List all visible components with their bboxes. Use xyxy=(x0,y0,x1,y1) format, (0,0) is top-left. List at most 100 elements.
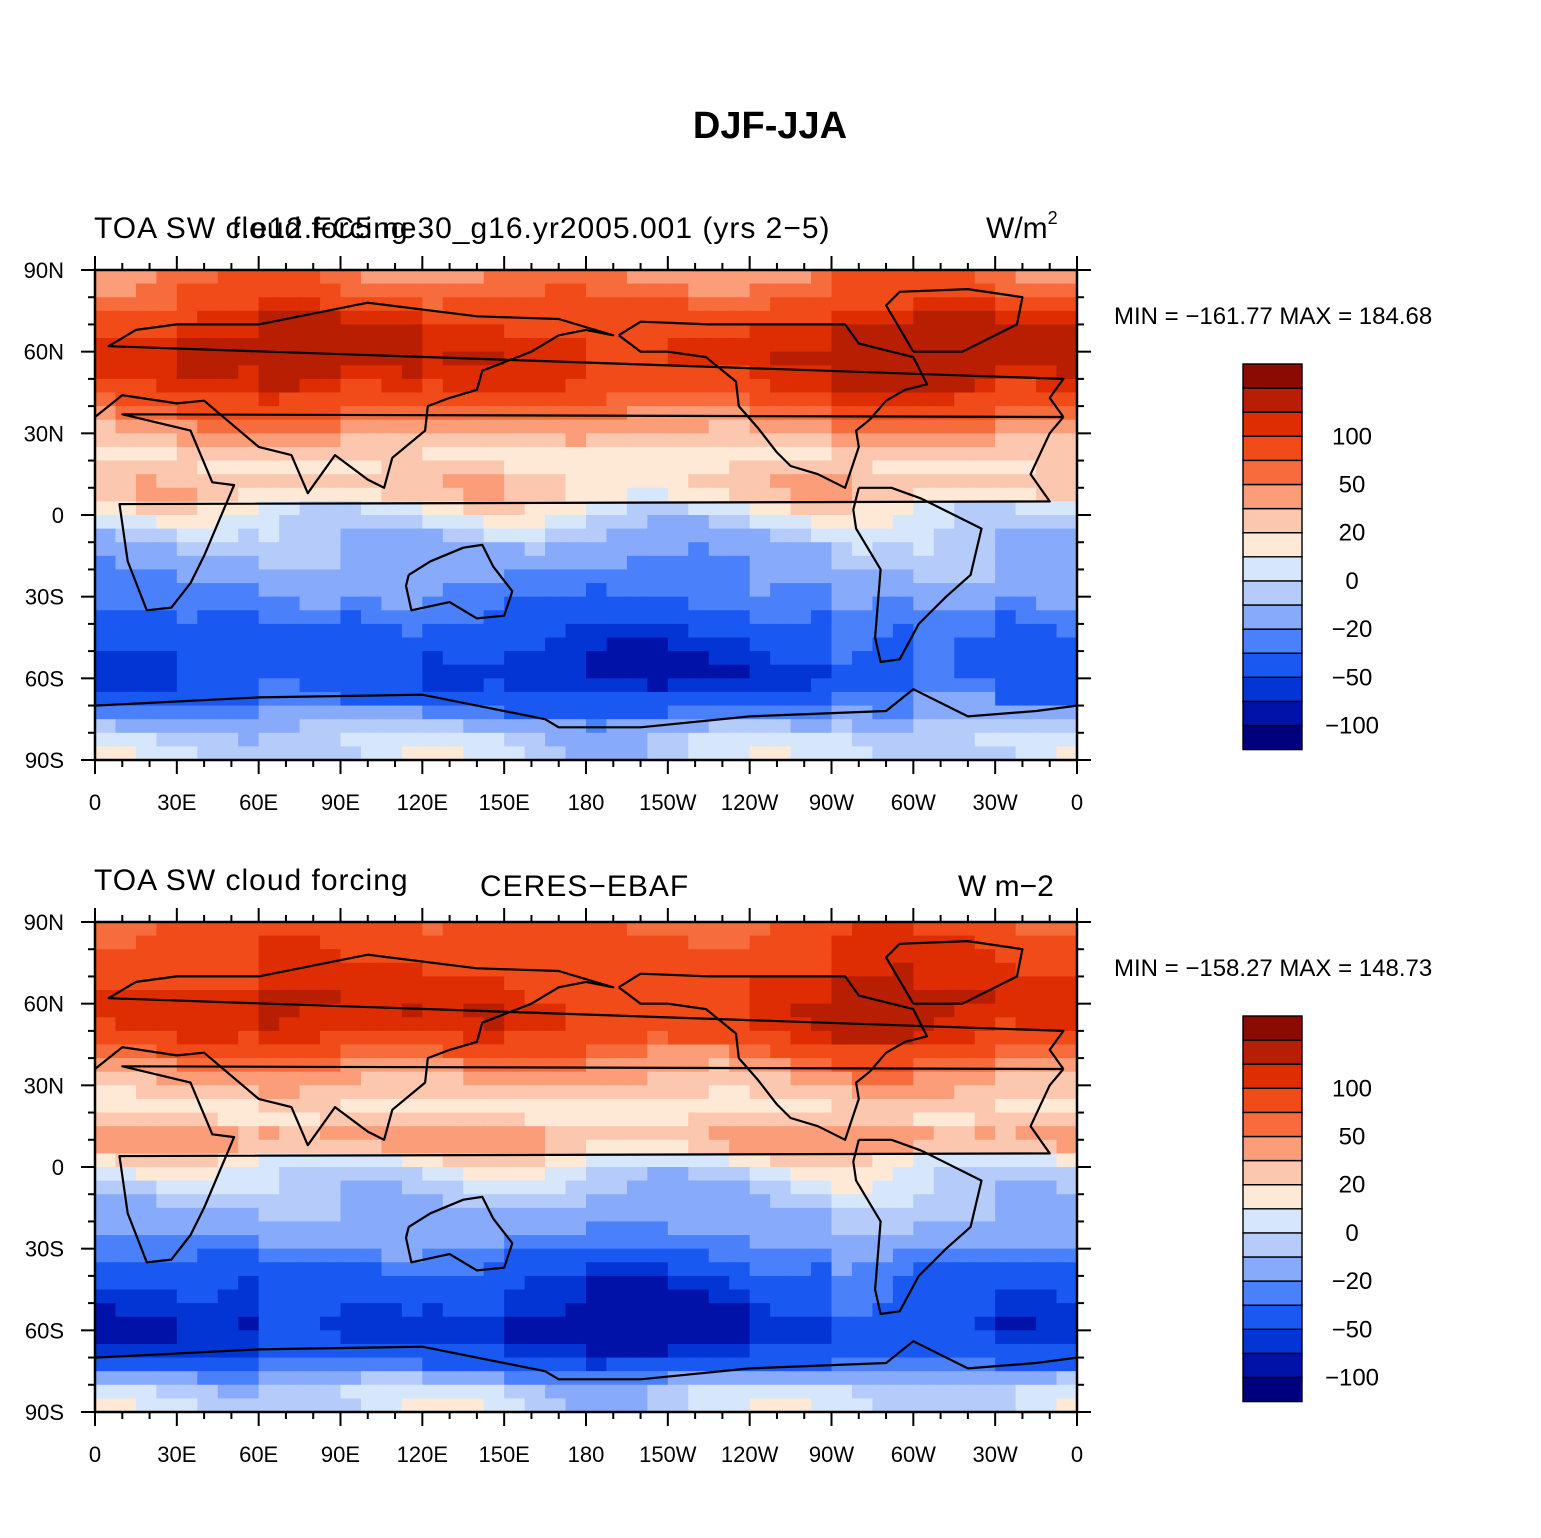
field-cell xyxy=(401,1058,423,1073)
field-cell xyxy=(156,990,178,1005)
field-cell xyxy=(299,1112,321,1127)
field-cell xyxy=(360,623,383,639)
field-cell xyxy=(606,1017,628,1032)
field-cell xyxy=(238,705,260,720)
field-cell xyxy=(176,474,198,489)
field-cell xyxy=(483,990,505,1005)
field-cell xyxy=(483,1126,505,1141)
field-cell xyxy=(913,664,935,679)
field-cell xyxy=(340,583,362,598)
field-cell xyxy=(217,1235,239,1250)
field-cell xyxy=(954,1044,976,1059)
field-cell xyxy=(872,935,894,950)
field-cell xyxy=(749,1207,771,1223)
field-cell xyxy=(258,542,280,557)
field-cell xyxy=(463,419,485,434)
field-cell xyxy=(279,1180,301,1195)
field-cell xyxy=(279,351,301,366)
lat-tick-label: 0 xyxy=(52,503,64,528)
field-cell xyxy=(811,487,833,502)
field-cell xyxy=(954,935,976,950)
field-cell xyxy=(831,678,853,693)
field-cell xyxy=(299,515,321,530)
field-cell xyxy=(442,474,464,489)
field-cell xyxy=(135,406,157,421)
field-cell xyxy=(647,1126,669,1141)
field-cell xyxy=(770,1235,792,1250)
field-cell xyxy=(524,351,546,366)
field-cell xyxy=(238,542,260,557)
field-cell xyxy=(1015,1248,1037,1263)
field-cell xyxy=(1015,1289,1037,1304)
field-cell xyxy=(626,338,648,353)
field-cell xyxy=(95,962,117,978)
field-cell xyxy=(729,1139,751,1154)
field-cell xyxy=(135,949,157,964)
field-cell xyxy=(831,1098,853,1114)
field-cell xyxy=(504,406,526,421)
field-cell xyxy=(299,1316,321,1331)
field-cell xyxy=(872,1303,894,1318)
field-cell xyxy=(892,474,914,489)
field-cell xyxy=(688,446,710,462)
field-cell xyxy=(401,378,423,394)
field-cell xyxy=(442,1139,464,1154)
field-cell xyxy=(1056,1153,1078,1168)
field-cell xyxy=(647,1071,669,1086)
field-cell xyxy=(974,922,996,937)
colorbar-swatch xyxy=(1242,700,1303,727)
field-cell xyxy=(872,501,894,516)
field-cell xyxy=(667,310,689,326)
field-cell xyxy=(647,351,669,366)
field-cell xyxy=(279,378,301,394)
field-cell xyxy=(504,1275,526,1291)
field-cell xyxy=(463,1153,485,1168)
field-cell xyxy=(238,1071,260,1086)
field-cell xyxy=(1015,1139,1037,1154)
field-cell xyxy=(258,1398,280,1413)
field-cell xyxy=(95,1289,117,1304)
field-cell xyxy=(340,338,362,353)
field-cell xyxy=(401,1371,423,1386)
field-cell xyxy=(790,949,812,964)
field-cell xyxy=(1015,746,1037,761)
field-cell xyxy=(320,990,342,1005)
field-cell xyxy=(135,1221,157,1236)
min-max-readout: MIN = −158.27 MAX = 148.73 xyxy=(1114,955,1432,982)
field-cell xyxy=(933,419,955,434)
field-cell xyxy=(688,949,710,964)
field-cell xyxy=(729,1167,751,1182)
field-cell xyxy=(524,1098,546,1114)
field-cell xyxy=(626,1030,648,1046)
field-cell xyxy=(626,501,648,516)
colorbar-swatch xyxy=(1242,1135,1303,1162)
field-cell xyxy=(974,297,996,312)
field-cell xyxy=(197,1398,219,1413)
field-cell xyxy=(974,691,996,707)
field-cell xyxy=(95,705,117,720)
field-cell xyxy=(708,1275,730,1291)
field-cell xyxy=(176,610,198,625)
field-cell xyxy=(381,501,403,516)
field-cell xyxy=(95,1180,117,1195)
field-cell xyxy=(626,1112,648,1127)
field-cell xyxy=(422,1085,444,1100)
field-cell xyxy=(647,949,669,964)
field-cell xyxy=(238,1058,260,1073)
field-cell xyxy=(606,310,628,326)
field-cell xyxy=(1015,678,1037,693)
colorbar-label: 50 xyxy=(1339,472,1366,499)
field-cell xyxy=(954,746,976,761)
field-cell xyxy=(851,746,874,761)
field-cell xyxy=(831,1248,853,1263)
field-cell xyxy=(442,583,464,598)
field-cell xyxy=(238,406,260,421)
field-cell xyxy=(524,1330,546,1345)
field-cell xyxy=(401,637,423,652)
field-cell xyxy=(892,338,914,353)
field-cell xyxy=(135,732,157,747)
field-cell xyxy=(401,1098,423,1114)
field-cell xyxy=(1056,1112,1078,1127)
field-cell xyxy=(913,1058,935,1073)
field-cell xyxy=(524,365,546,380)
